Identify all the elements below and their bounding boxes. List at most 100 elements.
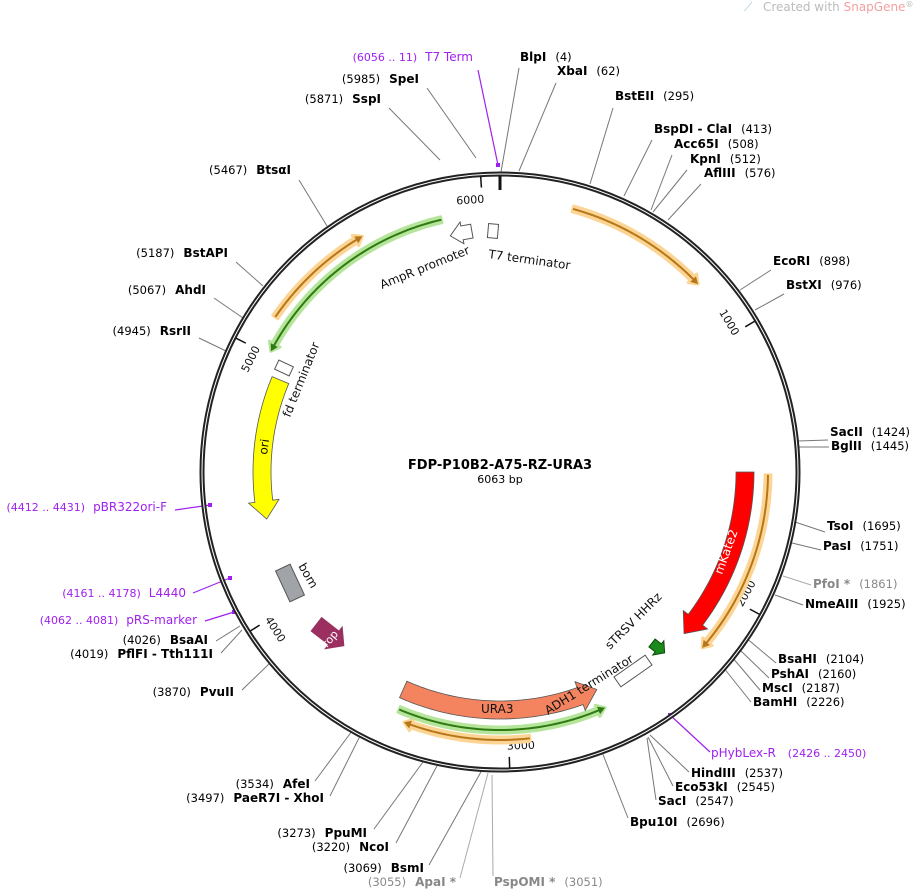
enzyme-position: (2104) [826, 652, 864, 666]
t7-terminator-label: T7 terminator [487, 247, 572, 273]
enzyme-position: (2547) [695, 794, 733, 808]
enzyme-site[interactable]: (3220) NcoI [312, 840, 389, 854]
enzyme-position: (2537) [745, 766, 783, 780]
orf-arc-top-left[interactable] [271, 233, 364, 321]
fd-terminator-label: fd terminator [280, 340, 323, 419]
enzyme-position: (5871) [305, 92, 343, 106]
enzyme-leader-line [298, 179, 328, 227]
enzyme-name: BstEII [615, 89, 654, 103]
primer-leader-line [669, 714, 711, 753]
rop-feature[interactable] [307, 612, 354, 658]
enzyme-site[interactable]: (5467) BtsαI [209, 163, 291, 177]
enzyme-site[interactable]: KpnI (512) [690, 152, 761, 166]
ruler-tick [479, 176, 483, 188]
watermark-brand: SnapGene [844, 0, 906, 14]
enzyme-name: SspI [352, 92, 381, 106]
enzyme-position: (3220) [312, 840, 350, 854]
enzyme-position: (1751) [860, 539, 898, 553]
adh1-terminator-feature[interactable] [613, 654, 653, 688]
enzyme-position: (4019) [70, 647, 108, 661]
enzyme-site[interactable]: BsaHI (2104) [778, 652, 864, 666]
ampr-promoter-label: AmpR promoter [378, 243, 472, 292]
enzyme-site[interactable]: Bpu10I (2696) [630, 815, 725, 829]
t7-terminator-feature[interactable] [486, 223, 500, 239]
enzyme-site[interactable]: (4026) BsaAI [123, 633, 208, 647]
fd-terminator-feature[interactable] [273, 359, 295, 377]
enzyme-site[interactable]: Eco53kI (2545) [675, 780, 775, 794]
enzyme-name: PpuMI [325, 826, 367, 840]
enzyme-site[interactable]: PspOMI * (3051) [494, 875, 603, 889]
enzyme-leader-line [601, 751, 629, 819]
enzyme-position: (5187) [136, 246, 174, 260]
enzyme-leader-line [754, 293, 785, 311]
enzyme-site[interactable]: XbaI (62) [557, 64, 620, 78]
enzyme-leader-line [647, 736, 674, 787]
enzyme-position: (4) [555, 50, 571, 64]
enzyme-site[interactable]: MscI (2187) [762, 681, 840, 695]
enzyme-name: SacI [658, 794, 686, 808]
enzyme-position: (1424) [872, 425, 910, 439]
enzyme-name: Bpu10I [630, 815, 677, 829]
enzyme-position: (3534) [236, 777, 274, 791]
orf-arc-bottom[interactable] [402, 717, 532, 745]
enzyme-site[interactable]: (3497) PaeR7I - XhoI [186, 791, 324, 805]
enzyme-site[interactable]: (5187) BstAPI [136, 246, 228, 260]
primer-range: (4161 .. 4178) [62, 587, 141, 600]
enzyme-leader-line [646, 737, 657, 801]
enzyme-position: (3870) [153, 685, 191, 699]
primer-label[interactable]: (6056 .. 11) T7 Term [353, 50, 473, 64]
enzyme-site[interactable]: (5871) SspI [305, 92, 381, 106]
enzyme-site[interactable]: BstEII (295) [615, 89, 694, 103]
enzyme-site[interactable]: (3069) BsmI [343, 861, 424, 875]
primer-label[interactable]: (4161 .. 4178) L4440 [62, 586, 186, 600]
enzyme-site[interactable]: SacI (2547) [658, 794, 734, 808]
enzyme-name: BlpI [520, 50, 546, 64]
enzyme-site[interactable]: (4019) PflFI - Tth111I [70, 647, 213, 661]
enzyme-position: (4945) [113, 324, 151, 338]
ori-feature[interactable] [247, 376, 290, 520]
enzyme-name: PflFI - Tth111I [117, 647, 213, 661]
mkate2-feature[interactable] [682, 471, 755, 635]
enzyme-site[interactable]: BglII (1445) [831, 439, 909, 453]
enzyme-site[interactable]: PfoI * (1861) [813, 577, 897, 591]
enzyme-site[interactable]: TsoI (1695) [827, 519, 901, 533]
enzyme-site[interactable]: (3870) PvuII [153, 685, 234, 699]
enzyme-site[interactable]: (5985) SpeI [342, 72, 419, 86]
enzyme-site[interactable]: EcoRI (898) [773, 254, 850, 268]
enzyme-position: (5985) [342, 72, 380, 86]
enzyme-site[interactable]: (3055) ApaI * [368, 875, 457, 889]
orf-arc-right[interactable] [700, 473, 773, 650]
enzyme-position: (4026) [123, 633, 161, 647]
primer-label[interactable]: pHybLex-R (2426 .. 2450) [711, 746, 866, 760]
enzyme-site[interactable]: (4945) RsrII [113, 324, 191, 338]
enzyme-site[interactable]: BstXI (976) [786, 278, 862, 292]
enzyme-leader-line [739, 269, 772, 291]
enzyme-site[interactable]: SacII (1424) [830, 425, 910, 439]
enzyme-position: (2226) [806, 695, 844, 709]
enzyme-site[interactable]: HindIII (2537) [691, 766, 783, 780]
enzyme-site[interactable]: (3273) PpuMI [277, 826, 367, 840]
enzyme-site[interactable]: AflIII (576) [704, 166, 776, 180]
enzyme-leader-line [215, 625, 241, 642]
strsv-hhrz-feature[interactable] [646, 636, 670, 660]
orf-arc-top-right[interactable] [570, 204, 700, 286]
enzyme-site[interactable]: (3534) AfeI [236, 777, 310, 791]
enzyme-site[interactable]: PshAI (2160) [771, 667, 856, 681]
ampr-arc-left[interactable] [268, 215, 444, 353]
enzyme-leader-line [589, 107, 614, 185]
enzyme-site[interactable]: BspDI - ClaI (413) [654, 122, 772, 136]
green-arc-bottom[interactable] [396, 703, 607, 735]
enzyme-site[interactable]: Acc65I (508) [674, 137, 759, 151]
ura3-feature[interactable] [399, 680, 598, 720]
enzyme-name: MscI [762, 681, 793, 695]
enzyme-site[interactable]: BamHI (2226) [753, 695, 845, 709]
primer-label[interactable]: (4062 .. 4081) pRS-marker [40, 613, 197, 627]
enzyme-site[interactable]: BlpI (4) [520, 50, 572, 64]
primer-label[interactable]: (4412 .. 4431) pBR322ori-F [7, 500, 168, 514]
enzyme-site[interactable]: PasI (1751) [823, 539, 898, 553]
ampr-promoter-feature[interactable] [448, 220, 474, 245]
enzyme-site[interactable]: NmeAIII (1925) [805, 597, 906, 611]
bom-feature[interactable] [274, 563, 306, 603]
enzyme-leader-line [220, 629, 243, 654]
enzyme-site[interactable]: (5067) AhdI [128, 283, 206, 297]
